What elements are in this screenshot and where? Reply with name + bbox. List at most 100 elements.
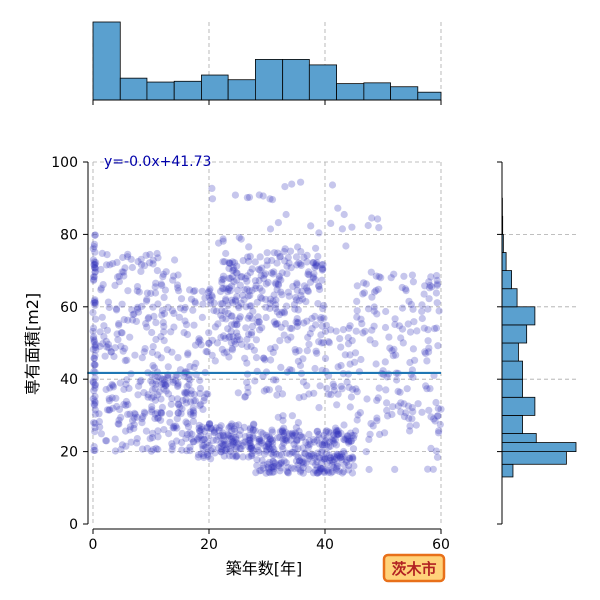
- scatter-point: [299, 444, 307, 452]
- scatter-point: [435, 427, 443, 435]
- scatter-point: [264, 463, 272, 471]
- scatter-point: [202, 443, 210, 451]
- scatter-point: [196, 427, 204, 435]
- scatter-point: [275, 311, 284, 319]
- scatter-point: [157, 381, 165, 389]
- scatter-point: [387, 274, 395, 282]
- scatter-point: [207, 455, 215, 463]
- scatter-point: [248, 451, 256, 459]
- scatter-point: [389, 403, 397, 411]
- scatter-point: [199, 405, 207, 413]
- scatter-point: [313, 469, 321, 477]
- scatter-point: [226, 432, 234, 440]
- scatter-point: [186, 429, 194, 437]
- scatter-point: [436, 420, 444, 429]
- scatter-point: [195, 421, 203, 429]
- scatter-point: [153, 409, 162, 417]
- scatter-point: [127, 255, 135, 263]
- scatter-point: [270, 468, 278, 476]
- scatter-point: [90, 261, 98, 269]
- top-hist-bar: [417, 91, 442, 101]
- scatter-point: [144, 393, 152, 401]
- scatter-point: [302, 298, 310, 306]
- scatter-point: [282, 459, 290, 467]
- scatter-point: [271, 304, 280, 312]
- scatter-point: [215, 426, 223, 434]
- scatter-point: [356, 409, 364, 417]
- scatter-point: [370, 322, 378, 330]
- scatter-point: [129, 417, 137, 425]
- scatter-point: [393, 376, 401, 384]
- scatter-point: [218, 345, 226, 353]
- scatter-point: [233, 321, 241, 329]
- scatter-point: [222, 446, 230, 454]
- scatter-point: [90, 273, 98, 281]
- scatter-point: [299, 433, 307, 441]
- scatter-point: [251, 258, 259, 266]
- scatter-point: [173, 415, 181, 423]
- scatter-point: [105, 406, 113, 414]
- scatter-point: [167, 328, 175, 336]
- scatter-point: [121, 344, 129, 352]
- scatter-point: [137, 267, 145, 275]
- scatter-point: [260, 450, 269, 458]
- scatter-point: [205, 420, 214, 428]
- scatter-point: [186, 447, 194, 455]
- scatter-point: [262, 303, 270, 311]
- scatter-point: [275, 272, 283, 280]
- scatter-point: [137, 261, 146, 269]
- scatter-point: [203, 423, 211, 432]
- scatter-point: [335, 467, 343, 475]
- scatter-point: [215, 444, 223, 452]
- scatter-point: [428, 283, 436, 291]
- scatter-point: [219, 431, 227, 439]
- scatter-point: [97, 430, 105, 438]
- scatter-point: [272, 320, 280, 328]
- scatter-point: [236, 313, 244, 321]
- scatter-point: [115, 320, 123, 328]
- scatter-point: [330, 463, 338, 471]
- scatter-point: [288, 412, 296, 420]
- scatter-point: [89, 395, 97, 403]
- scatter-point: [259, 372, 267, 380]
- scatter-point: [399, 339, 407, 347]
- scatter-point: [160, 380, 168, 388]
- scatter-point: [91, 423, 99, 432]
- scatter-point: [346, 351, 354, 359]
- scatter-point: [333, 450, 341, 458]
- scatter-point: [330, 382, 338, 390]
- scatter-point: [313, 349, 321, 357]
- scatter-point: [226, 447, 235, 456]
- scatter-point: [374, 215, 382, 223]
- top-hist-bar: [363, 82, 391, 101]
- scatter-point: [130, 424, 138, 432]
- scatter-point: [348, 223, 356, 231]
- scatter-point: [205, 339, 213, 347]
- scatter-point: [225, 284, 233, 292]
- scatter-point: [134, 305, 142, 313]
- scatter-point: [190, 321, 198, 329]
- scatter-point: [113, 258, 121, 266]
- scatter-point: [287, 333, 295, 341]
- scatter-point: [161, 286, 169, 294]
- scatter-point: [396, 388, 404, 396]
- scatter-point: [311, 263, 319, 271]
- scatter-point: [246, 302, 254, 310]
- scatter-point: [275, 451, 283, 459]
- scatter-point: [392, 351, 400, 359]
- scatter-point: [290, 432, 298, 440]
- scatter-point: [248, 450, 256, 458]
- scatter-point: [365, 435, 373, 443]
- scatter-point: [89, 245, 97, 253]
- scatter-point: [339, 326, 347, 334]
- scatter-point: [314, 463, 322, 471]
- scatter-point: [268, 443, 277, 451]
- scatter-point: [286, 450, 294, 458]
- scatter-point: [137, 376, 145, 384]
- scatter-point: [274, 219, 282, 227]
- scatter-point: [276, 253, 284, 261]
- scatter-point: [160, 293, 168, 301]
- scatter-point: [304, 287, 312, 295]
- scatter-point: [330, 435, 338, 443]
- scatter-point: [335, 430, 343, 438]
